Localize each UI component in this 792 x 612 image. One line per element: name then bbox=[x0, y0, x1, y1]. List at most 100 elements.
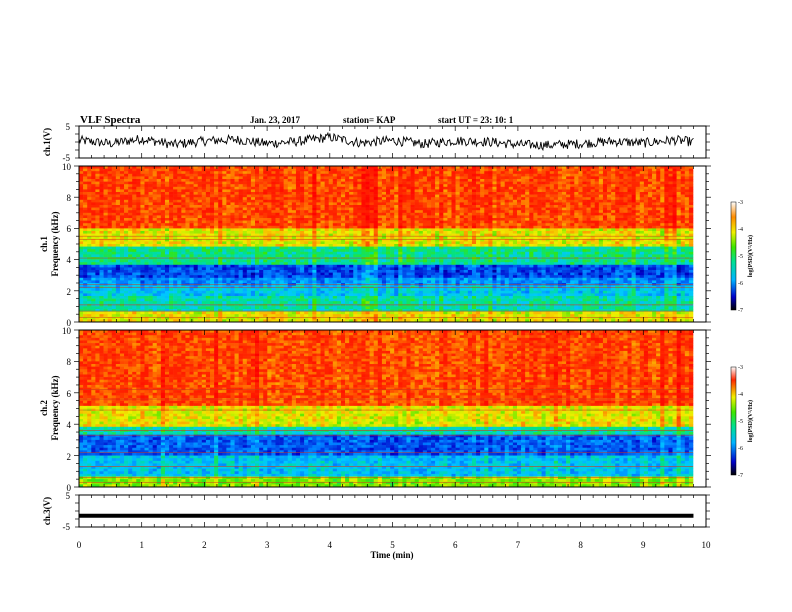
spec1-cell bbox=[508, 236, 514, 240]
spec1-cell bbox=[463, 225, 469, 229]
spec1-cell bbox=[467, 244, 473, 247]
spec1-cell bbox=[336, 176, 342, 180]
spec1-cell bbox=[647, 192, 653, 195]
spec1-cell bbox=[177, 168, 182, 172]
spec1-cell bbox=[541, 210, 546, 214]
spec1-cell bbox=[234, 236, 239, 240]
spec1-cell bbox=[271, 233, 276, 237]
spec1-cell bbox=[488, 220, 493, 224]
spec1-cell bbox=[99, 186, 104, 190]
spec1-cell bbox=[275, 225, 280, 229]
spec1-cell bbox=[516, 220, 522, 224]
spec1-cell bbox=[492, 168, 497, 172]
spec1-cell bbox=[656, 176, 661, 180]
spec1-cell bbox=[402, 176, 407, 180]
spec1-cell bbox=[91, 218, 96, 221]
spec1-cell bbox=[295, 205, 301, 208]
spec1-cell bbox=[193, 215, 198, 219]
spec1-cell bbox=[586, 199, 591, 203]
spec1-cell bbox=[652, 207, 657, 211]
spec1-cell bbox=[545, 197, 551, 201]
spec1-cell bbox=[214, 238, 219, 242]
spec1-cell bbox=[328, 184, 334, 188]
spec1-cell bbox=[660, 210, 665, 214]
spec1-cell bbox=[132, 238, 137, 242]
spec1-cell bbox=[431, 166, 436, 169]
spec1-cell bbox=[447, 231, 452, 234]
spec1-cell bbox=[512, 197, 518, 201]
spec1-cell bbox=[668, 249, 673, 253]
spec1-cell bbox=[660, 199, 665, 203]
spec1-cell bbox=[115, 189, 121, 193]
spec1-cell bbox=[91, 207, 96, 211]
spec1-cell bbox=[607, 212, 612, 216]
spec1-cell bbox=[443, 184, 448, 188]
spec1-cell bbox=[365, 231, 370, 234]
spec1-cell bbox=[684, 176, 690, 180]
spec1-cell bbox=[459, 223, 465, 227]
spec1-cell bbox=[410, 233, 415, 237]
spec1-cell bbox=[422, 225, 428, 229]
spec1-cell bbox=[271, 228, 276, 232]
spec1-cell bbox=[242, 194, 248, 198]
spec1-cell bbox=[643, 189, 649, 193]
spec1-cell bbox=[361, 210, 366, 214]
spec1-cell bbox=[447, 181, 452, 185]
spec1-cell bbox=[259, 189, 264, 193]
spec1-cell bbox=[181, 218, 186, 221]
spec1-cell bbox=[345, 171, 350, 175]
spec1-cell bbox=[557, 181, 563, 185]
spec1-cell bbox=[607, 168, 612, 172]
spec1-cell bbox=[267, 205, 272, 208]
spec1-cell bbox=[656, 207, 661, 211]
spec1-cell bbox=[99, 246, 104, 250]
spec1-cell bbox=[381, 171, 387, 175]
spec1-cell bbox=[349, 197, 354, 201]
spec1-cell bbox=[250, 184, 256, 188]
spec1-cell bbox=[508, 192, 514, 195]
spec1-cell bbox=[336, 223, 342, 227]
spec1-cell bbox=[631, 241, 636, 245]
spec1-cell bbox=[349, 241, 354, 245]
spec1-cell bbox=[345, 218, 350, 221]
spec1-cell bbox=[164, 241, 170, 245]
spec1-cell bbox=[271, 223, 276, 227]
spec1-cell bbox=[332, 244, 338, 247]
spec1-cell bbox=[205, 171, 211, 175]
spec1-cell bbox=[435, 244, 440, 247]
spec1-cell bbox=[680, 249, 686, 253]
spec1-cell bbox=[173, 189, 178, 193]
spec1-cell bbox=[83, 194, 88, 198]
spec1-cell bbox=[422, 241, 428, 245]
spec1-cell bbox=[197, 181, 203, 185]
spec1-cell bbox=[83, 231, 88, 234]
spec1-cell bbox=[156, 197, 162, 201]
spec1-cell bbox=[218, 225, 223, 229]
spec1-cell bbox=[345, 212, 350, 216]
spec1-cell bbox=[324, 223, 329, 227]
spec1-cell bbox=[398, 194, 403, 198]
spec1-cell bbox=[128, 251, 133, 255]
spec1-cell bbox=[398, 231, 403, 234]
spec1-cell bbox=[631, 223, 636, 227]
spec1-cell bbox=[291, 205, 297, 208]
spec1-cell bbox=[664, 231, 669, 234]
spec1-cell bbox=[291, 220, 297, 224]
spec1-cell bbox=[410, 184, 415, 188]
spec1-cell bbox=[263, 218, 268, 221]
spec1-cell bbox=[504, 249, 510, 253]
spec1-cell bbox=[160, 246, 166, 250]
spec1-cell bbox=[324, 246, 329, 250]
spec1-cell bbox=[177, 207, 182, 211]
spec1-cell bbox=[250, 241, 256, 245]
spec1-cell bbox=[426, 189, 432, 193]
spec1-cell bbox=[246, 171, 252, 175]
spec1-cell bbox=[189, 205, 194, 208]
spec1-cell bbox=[205, 241, 211, 245]
spec1-cell bbox=[480, 249, 485, 253]
spec1-cell bbox=[300, 220, 305, 224]
spec1-cell bbox=[394, 249, 399, 253]
spec1-cell bbox=[488, 236, 493, 240]
spec1-cell bbox=[680, 223, 686, 227]
spec1-cell bbox=[283, 192, 289, 195]
